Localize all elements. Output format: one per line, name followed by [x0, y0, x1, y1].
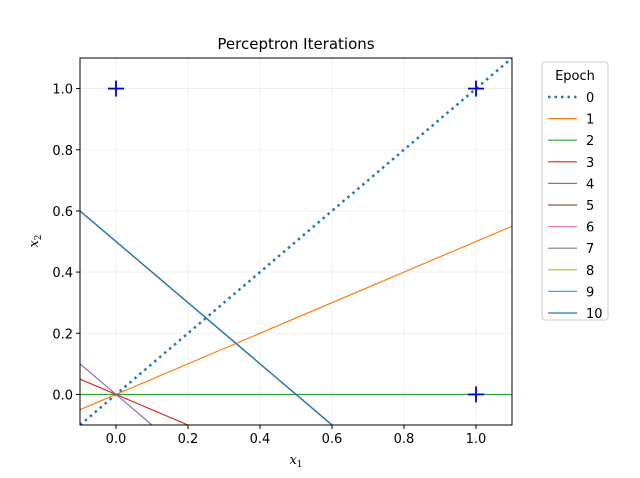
legend-item-epoch-5: 5 — [548, 199, 594, 214]
legend-item-epoch-6: 6 — [548, 221, 594, 236]
y-axis-label-main: x — [27, 240, 42, 248]
legend-item-epoch-10: 10 — [548, 307, 603, 322]
legend-label-4: 4 — [586, 177, 594, 192]
y-tick-label-2: 0.4 — [52, 266, 73, 281]
legend-label-6: 6 — [586, 221, 594, 236]
y-tick-label-1: 0.2 — [52, 327, 73, 342]
legend-label-9: 9 — [586, 285, 594, 300]
legend-label-10: 10 — [586, 307, 603, 322]
series-line-epoch-10 — [80, 210, 333, 425]
legend-item-epoch-8: 8 — [548, 264, 594, 279]
legend-label-3: 3 — [586, 156, 594, 171]
x-axis-ticks: 0.0 0.2 0.4 0.6 0.8 1.0 — [106, 425, 487, 447]
x-axis-label-subscript: 1 — [297, 460, 303, 470]
plot-frame — [79, 57, 513, 426]
x-tick-label-2: 0.4 — [250, 432, 271, 447]
legend-item-epoch-7: 7 — [548, 242, 594, 257]
y-axis-label: x2 — [27, 234, 44, 247]
y-tick-label-0: 0.0 — [52, 388, 73, 403]
x-axis-label: x1 — [289, 453, 302, 470]
legend-item-epoch-3: 3 — [548, 156, 594, 171]
y-tick-label-4: 0.8 — [52, 144, 73, 159]
legend-items: 0 1 2 3 4 5 6 7 8 9 10 — [548, 91, 603, 322]
legend-label-1: 1 — [586, 113, 594, 128]
legend: Epoch 0 1 2 3 4 5 6 7 8 9 10 — [541, 61, 609, 322]
legend-label-0: 0 — [586, 91, 594, 106]
series-line-epoch-1 — [80, 225, 512, 411]
legend-label-8: 8 — [586, 264, 594, 279]
x-tick-label-1: 0.2 — [178, 432, 199, 447]
y-axis-label-subscript: 2 — [34, 234, 44, 240]
series-layer — [80, 58, 512, 425]
y-axis-ticks: 0.0 0.2 0.4 0.6 0.8 1.0 — [52, 83, 80, 403]
series-line-epoch-3 — [80, 378, 189, 425]
legend-item-epoch-2: 2 — [548, 134, 594, 149]
x-tick-label-4: 0.8 — [394, 432, 415, 447]
data-point-2 — [468, 386, 484, 403]
legend-item-epoch-1: 1 — [548, 113, 594, 128]
legend-title: Epoch — [555, 69, 595, 84]
x-tick-label-3: 0.6 — [322, 432, 343, 447]
legend-item-epoch-0: 0 — [548, 91, 594, 106]
series-line-epoch-0 — [80, 58, 512, 425]
y-tick-label-3: 0.6 — [52, 205, 73, 220]
legend-label-7: 7 — [586, 242, 594, 257]
x-tick-label-5: 1.0 — [466, 432, 487, 447]
x-axis-label-main: x — [289, 453, 297, 468]
legend-box — [541, 61, 609, 321]
y-tick-label-5: 1.0 — [52, 83, 73, 98]
legend-item-epoch-4: 4 — [548, 177, 594, 192]
legend-item-epoch-9: 9 — [548, 285, 594, 300]
chart-title: Perceptron Iterations — [217, 35, 374, 53]
data-point-1 — [468, 80, 484, 97]
x-tick-label-0: 0.0 — [106, 432, 127, 447]
legend-label-5: 5 — [586, 199, 594, 214]
points-layer — [108, 80, 484, 403]
series-line-epoch-4 — [80, 363, 153, 425]
legend-label-2: 2 — [586, 134, 594, 149]
data-point-0 — [108, 80, 124, 97]
